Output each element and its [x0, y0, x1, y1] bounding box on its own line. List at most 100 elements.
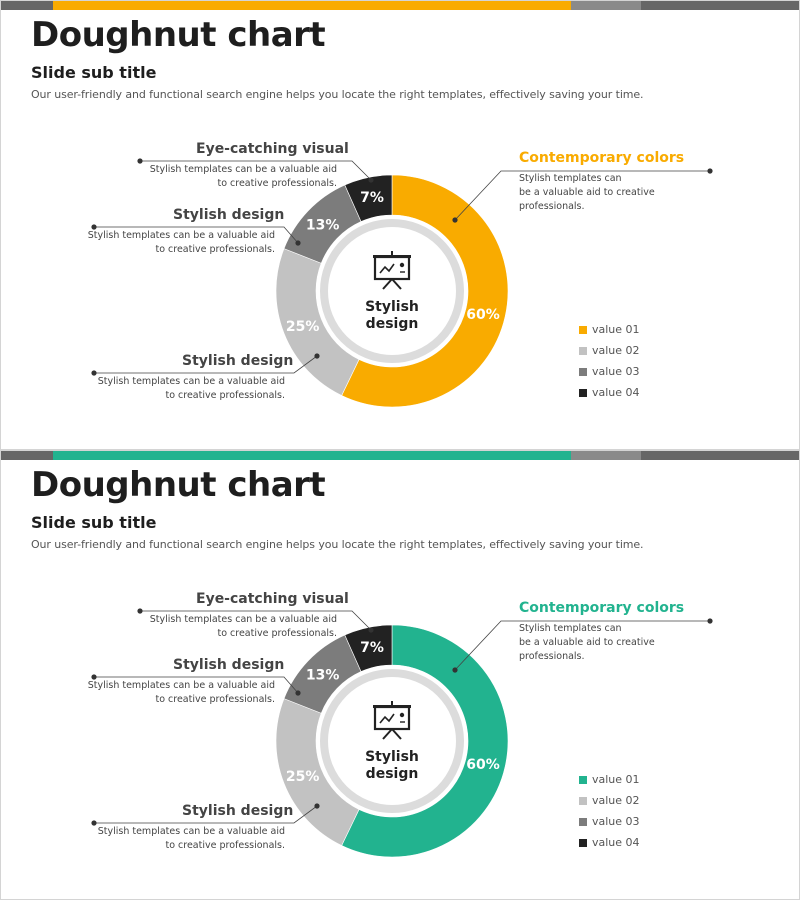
leader-stylish-lower [94, 355, 318, 374]
leader-eye-catching [140, 610, 372, 631]
data-label-2: 25% [286, 319, 320, 335]
doughnut-slice-1 [341, 624, 509, 858]
leader-contemporary [454, 170, 710, 221]
callout-text-line: Stylish templates can be a valuable aid [149, 164, 337, 175]
leader-stylish-upper-dot-end [91, 224, 97, 230]
slide-title: Doughnut chart [31, 15, 326, 55]
callout-text-line: professionals. [519, 651, 585, 662]
callout-text-stylish-upper: Stylish templates can be a valuable aid … [79, 229, 275, 257]
callout-title-stylish-lower: Stylish design [182, 353, 294, 369]
callout-text-line: to creative professionals. [165, 390, 285, 401]
slide-description: Our user-friendly and functional search … [31, 538, 644, 551]
leader-eye-catching-dot-end [137, 158, 143, 164]
callout-text-contemporary: Stylish templates can be a valuable aid … [519, 622, 655, 664]
leader-stylish-lower-dot-end [91, 370, 97, 376]
doughnut-slice-1 [341, 174, 509, 408]
inner-ring [320, 219, 464, 363]
leader-stylish-lower-dot-start [314, 353, 320, 359]
leader-eye-catching-dot-start [368, 627, 374, 633]
callout-text-line: to creative professionals. [217, 628, 337, 639]
legend-label: value 01 [592, 773, 640, 786]
leader-stylish-upper-dot-start [295, 240, 301, 246]
leader-stylish-lower-dot-start [314, 803, 320, 809]
callout-text-eye-catching: Stylish templates can be a valuable aid … [141, 163, 337, 191]
callout-title-contemporary: Contemporary colors [519, 150, 685, 166]
doughnut-chart: 60% 25% 13% 7% [91, 608, 713, 858]
callout-text-line: Stylish templates can [519, 623, 622, 634]
doughnut-center-label: Stylish design [342, 299, 442, 333]
center-label-line: design [365, 766, 419, 782]
legend-swatch [579, 388, 587, 397]
legend-label: value 01 [592, 323, 640, 336]
data-label-4: 7% [360, 640, 384, 656]
doughnut-chart: 60% 25% 13% 7% [91, 158, 713, 408]
slide-description: Our user-friendly and functional search … [31, 88, 644, 101]
legend-label: value 04 [592, 836, 640, 849]
callout-text-line: to creative professionals. [155, 694, 275, 705]
leader-stylish-lower-dot-end [91, 820, 97, 826]
legend-label: value 03 [592, 365, 640, 378]
callout-text-line: to creative professionals. [165, 840, 285, 851]
top-bar-dark-left [1, 1, 53, 10]
legend-label: value 02 [592, 794, 640, 807]
callout-text-line: professionals. [519, 201, 585, 212]
legend-item: value 01 [579, 769, 640, 790]
legend-item: value 04 [579, 832, 640, 853]
chart-legend: value 01 value 02 value 03 value 04 [579, 769, 640, 853]
inner-ring [320, 669, 464, 813]
callout-text-line: to creative professionals. [155, 244, 275, 255]
callout-text-contemporary: Stylish templates can be a valuable aid … [519, 172, 655, 214]
leader-contemporary-dot-end [707, 618, 713, 624]
callout-text-stylish-lower: Stylish templates can be a valuable aid … [89, 375, 285, 403]
data-label-3: 13% [306, 668, 340, 684]
top-bar-dark-left [1, 451, 53, 460]
legend-swatch [579, 367, 587, 376]
callout-text-line: Stylish templates can [519, 173, 622, 184]
callout-title-stylish-upper: Stylish design [173, 657, 285, 673]
legend-swatch [579, 325, 587, 334]
legend-label: value 02 [592, 344, 640, 357]
leader-contemporary-dot-start [452, 217, 458, 223]
top-bar-accent [53, 451, 571, 460]
legend-item: value 02 [579, 790, 640, 811]
leader-eye-catching-dot-start [368, 177, 374, 183]
legend-item: value 01 [579, 319, 640, 340]
center-label-line: Stylish [365, 299, 419, 315]
legend-swatch [579, 838, 587, 847]
callout-text-stylish-lower: Stylish templates can be a valuable aid … [89, 825, 285, 853]
legend-item: value 02 [579, 340, 640, 361]
chart-legend: value 01 value 02 value 03 value 04 [579, 319, 640, 403]
legend-item: value 03 [579, 811, 640, 832]
callout-text-line: Stylish templates can be a valuable aid [97, 826, 285, 837]
presentation-board-icon [373, 251, 411, 290]
top-bar-gray [571, 451, 641, 460]
slide-title: Doughnut chart [31, 465, 326, 505]
doughnut-slice-4 [344, 174, 393, 222]
leader-contemporary-dot-end [707, 168, 713, 174]
leader-stylish-upper [94, 226, 299, 244]
callout-title-eye-catching: Eye-catching visual [196, 591, 349, 607]
callout-title-eye-catching: Eye-catching visual [196, 141, 349, 157]
slide-2: Doughnut chart Slide sub title Our user-… [0, 450, 800, 900]
callout-text-line: Stylish templates can be a valuable aid [87, 230, 275, 241]
callout-text-line: be a valuable aid to creative [519, 187, 655, 198]
callout-title-stylish-upper: Stylish design [173, 207, 285, 223]
data-label-4: 7% [360, 190, 384, 206]
doughnut-slice-4 [344, 624, 393, 672]
slide-subtitle: Slide sub title [31, 63, 157, 82]
top-bar-dark-right [641, 1, 799, 10]
data-label-2: 25% [286, 769, 320, 785]
callout-title-contemporary: Contemporary colors [519, 600, 685, 616]
legend-swatch [579, 796, 587, 805]
leader-stylish-upper-dot-end [91, 674, 97, 680]
leader-eye-catching-dot-end [137, 608, 143, 614]
data-label-1: 60% [466, 307, 500, 323]
leader-contemporary-dot-start [452, 667, 458, 673]
callout-text-line: to creative professionals. [217, 178, 337, 189]
leader-contemporary [454, 620, 710, 671]
top-bar-gray [571, 1, 641, 10]
legend-swatch [579, 775, 587, 784]
callout-text-line: Stylish templates can be a valuable aid [87, 680, 275, 691]
doughnut-center-label: Stylish design [342, 749, 442, 783]
callout-text-stylish-upper: Stylish templates can be a valuable aid … [79, 679, 275, 707]
